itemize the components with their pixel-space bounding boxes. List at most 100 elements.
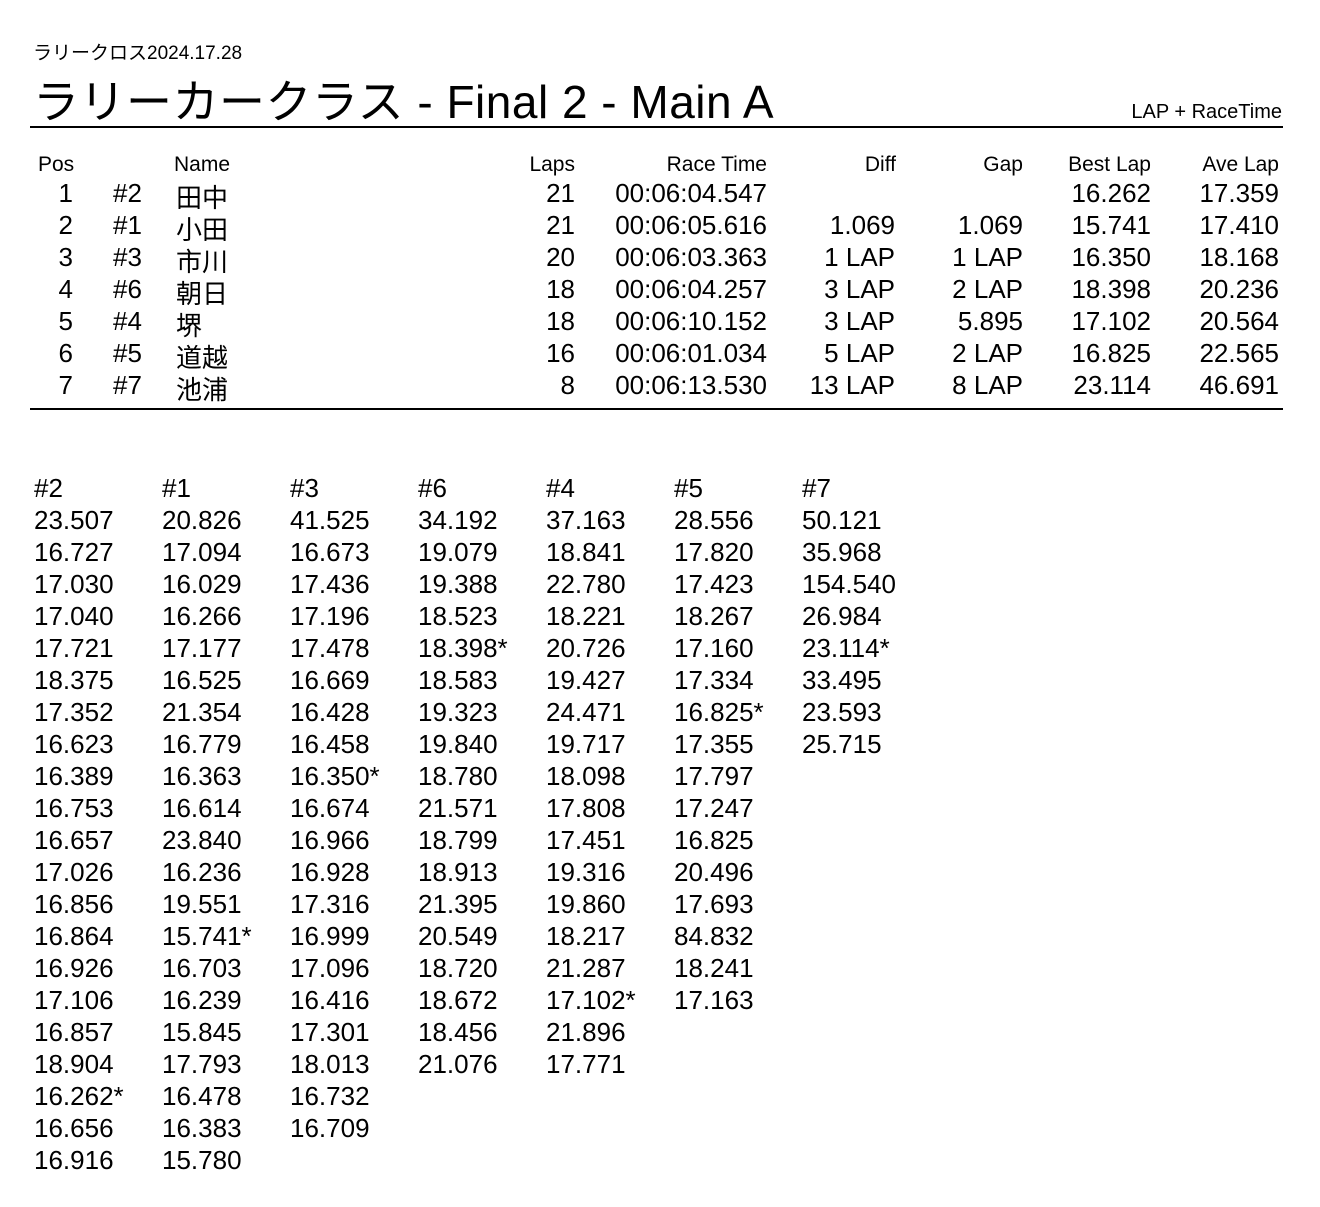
lap-time: 18.799 bbox=[418, 825, 498, 855]
result-car: #2 bbox=[113, 178, 142, 208]
lap-time: 16.703 bbox=[162, 953, 242, 983]
lap-time: 16.657 bbox=[34, 825, 114, 855]
result-name: 朝日 bbox=[176, 279, 229, 309]
result-gap: 1 LAP bbox=[952, 242, 1023, 272]
result-diff: 3 LAP bbox=[824, 274, 895, 304]
result-race-time: 00:06:10.152 bbox=[615, 306, 767, 336]
result-ave-lap: 18.168 bbox=[1199, 242, 1279, 272]
result-diff: 5 LAP bbox=[824, 338, 895, 368]
lap-time: 16.266 bbox=[162, 601, 242, 631]
lap-time: 17.301 bbox=[290, 1017, 370, 1047]
lap-time: 16.029 bbox=[162, 569, 242, 599]
result-laps: 8 bbox=[560, 370, 575, 400]
lap-time: 16.732 bbox=[290, 1081, 370, 1111]
lap-time: 18.523 bbox=[418, 601, 498, 631]
lap-column-header: #1 bbox=[162, 473, 191, 503]
lap-time: 16.478 bbox=[162, 1081, 242, 1111]
result-car: #3 bbox=[113, 242, 142, 272]
result-ave-lap: 20.236 bbox=[1199, 274, 1279, 304]
lap-time: 37.163 bbox=[546, 505, 626, 535]
result-pos: 5 bbox=[58, 306, 73, 336]
result-car: #5 bbox=[113, 338, 142, 368]
column-header-laps: Laps bbox=[529, 153, 575, 176]
result-diff: 13 LAP bbox=[809, 370, 895, 400]
lap-time: 16.999 bbox=[290, 921, 370, 951]
lap-time: 16.926 bbox=[34, 953, 114, 983]
result-race-time: 00:06:03.363 bbox=[615, 242, 767, 272]
lap-time: 16.458 bbox=[290, 729, 370, 759]
lap-time: 16.623 bbox=[34, 729, 114, 759]
report-mode-label: LAP + RaceTime bbox=[1131, 101, 1282, 123]
lap-time: 20.549 bbox=[418, 921, 498, 951]
lap-time: 19.427 bbox=[546, 665, 626, 695]
result-race-time: 00:06:04.547 bbox=[615, 178, 767, 208]
lap-time: 21.354 bbox=[162, 697, 242, 727]
result-name: 道越 bbox=[176, 343, 229, 373]
lap-time: 50.121 bbox=[802, 505, 882, 535]
result-best-lap: 18.398 bbox=[1071, 274, 1151, 304]
lap-time: 18.780 bbox=[418, 761, 498, 791]
result-pos: 3 bbox=[58, 242, 73, 272]
lap-column-header: #3 bbox=[290, 473, 319, 503]
lap-time: 18.583 bbox=[418, 665, 498, 695]
result-ave-lap: 17.410 bbox=[1199, 210, 1279, 240]
lap-time: 17.102* bbox=[546, 985, 636, 1015]
result-laps: 21 bbox=[546, 210, 575, 240]
lap-time: 16.825 bbox=[674, 825, 754, 855]
lap-time: 23.114* bbox=[802, 633, 890, 663]
result-pos: 4 bbox=[58, 274, 73, 304]
result-ave-lap: 20.564 bbox=[1199, 306, 1279, 336]
results-divider bbox=[30, 408, 1283, 410]
lap-column-header: #5 bbox=[674, 473, 703, 503]
result-name: 田中 bbox=[176, 183, 229, 213]
result-gap: 2 LAP bbox=[952, 338, 1023, 368]
lap-time: 16.389 bbox=[34, 761, 114, 791]
lap-time: 84.832 bbox=[674, 921, 754, 951]
result-diff: 1.069 bbox=[829, 210, 895, 240]
result-diff: 3 LAP bbox=[824, 306, 895, 336]
lap-time: 17.040 bbox=[34, 601, 114, 631]
lap-column-header: #6 bbox=[418, 473, 447, 503]
lap-time: 16.966 bbox=[290, 825, 370, 855]
lap-time: 16.525 bbox=[162, 665, 242, 695]
result-pos: 1 bbox=[58, 178, 73, 208]
result-race-time: 00:06:13.530 bbox=[615, 370, 767, 400]
lap-time: 21.571 bbox=[418, 793, 498, 823]
lap-time: 23.840 bbox=[162, 825, 242, 855]
result-race-time: 00:06:04.257 bbox=[615, 274, 767, 304]
lap-time: 15.845 bbox=[162, 1017, 242, 1047]
lap-time: 22.780 bbox=[546, 569, 626, 599]
column-header-name: Name bbox=[174, 153, 231, 176]
lap-time: 23.593 bbox=[802, 697, 882, 727]
lap-time: 33.495 bbox=[802, 665, 882, 695]
lap-time: 16.825* bbox=[674, 697, 764, 727]
lap-time: 15.780 bbox=[162, 1145, 242, 1175]
lap-time: 19.551 bbox=[162, 889, 242, 919]
lap-time: 18.217 bbox=[546, 921, 626, 951]
lap-time: 18.456 bbox=[418, 1017, 498, 1047]
lap-time: 17.693 bbox=[674, 889, 754, 919]
lap-time: 21.076 bbox=[418, 1049, 498, 1079]
lap-time: 18.672 bbox=[418, 985, 498, 1015]
lap-time: 17.096 bbox=[290, 953, 370, 983]
lap-time: 18.720 bbox=[418, 953, 498, 983]
result-pos: 6 bbox=[58, 338, 73, 368]
lap-time: 21.395 bbox=[418, 889, 498, 919]
lap-time: 17.316 bbox=[290, 889, 370, 919]
lap-time: 19.388 bbox=[418, 569, 498, 599]
result-race-time: 00:06:01.034 bbox=[615, 338, 767, 368]
lap-time: 24.471 bbox=[546, 697, 626, 727]
lap-time: 25.715 bbox=[802, 729, 882, 759]
lap-time: 16.236 bbox=[162, 857, 242, 887]
lap-time: 16.428 bbox=[290, 697, 370, 727]
lap-time: 16.864 bbox=[34, 921, 114, 951]
lap-time: 17.797 bbox=[674, 761, 754, 791]
lap-time: 18.841 bbox=[546, 537, 626, 567]
result-laps: 20 bbox=[546, 242, 575, 272]
column-header-race-time: Race Time bbox=[666, 153, 767, 176]
lap-time: 17.160 bbox=[674, 633, 754, 663]
lap-time: 19.323 bbox=[418, 697, 498, 727]
lap-time: 19.717 bbox=[546, 729, 626, 759]
result-best-lap: 23.114 bbox=[1073, 370, 1151, 400]
result-car: #1 bbox=[113, 210, 142, 240]
